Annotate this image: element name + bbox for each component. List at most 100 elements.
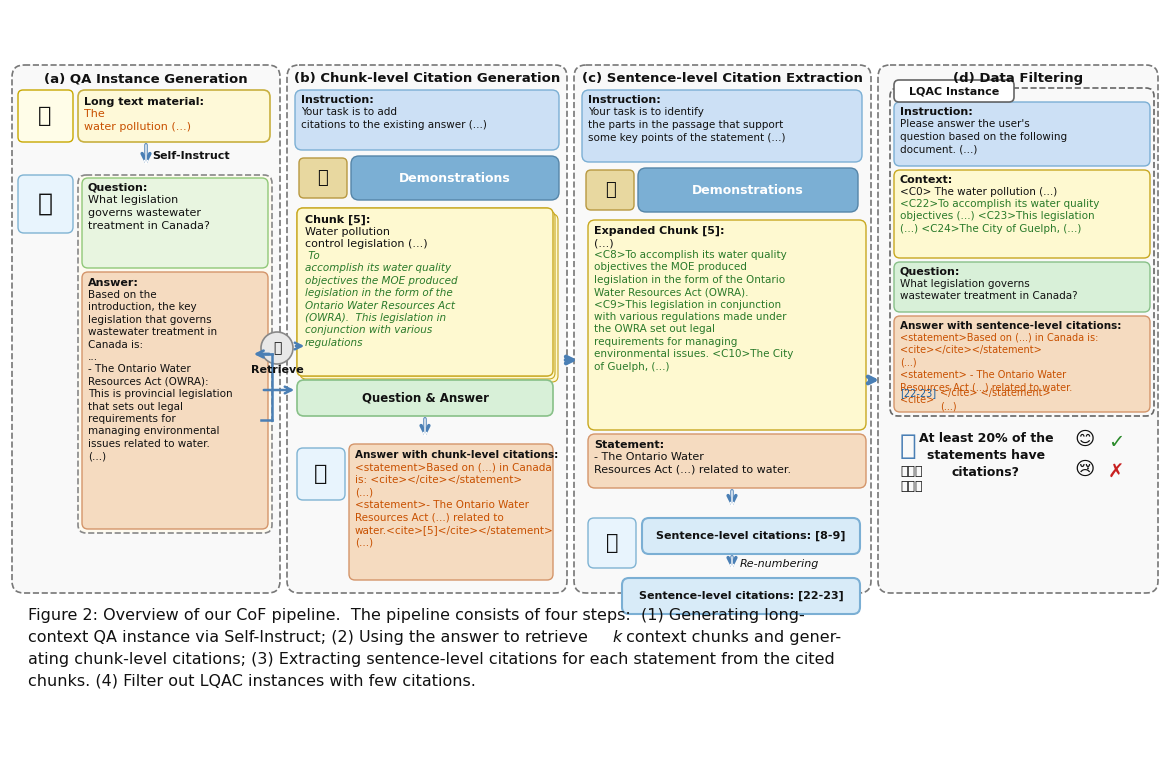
FancyBboxPatch shape	[574, 65, 870, 593]
Text: 😊: 😊	[1074, 430, 1094, 449]
Text: Please answer the user's
question based on the following
document. (...): Please answer the user's question based …	[900, 119, 1067, 155]
FancyBboxPatch shape	[300, 211, 555, 379]
Text: To
accomplish its water quality
objectives the MOE produced
legislation in the f: To accomplish its water quality objectiv…	[305, 251, 457, 347]
FancyBboxPatch shape	[894, 262, 1150, 312]
Text: Instruction:: Instruction:	[301, 95, 373, 105]
FancyBboxPatch shape	[589, 518, 636, 568]
Text: chunks. (4) Filter out LQAC instances with few citations.: chunks. (4) Filter out LQAC instances wi…	[28, 674, 476, 689]
Text: Expanded Chunk [5]:: Expanded Chunk [5]:	[594, 226, 724, 236]
Text: Context:: Context:	[900, 175, 954, 185]
FancyBboxPatch shape	[297, 380, 553, 416]
Text: (c) Sentence-level Citation Extraction: (c) Sentence-level Citation Extraction	[581, 72, 863, 85]
FancyBboxPatch shape	[349, 444, 553, 580]
Text: (b) Chunk-level Citation Generation: (b) Chunk-level Citation Generation	[294, 72, 560, 85]
Text: 🤖: 🤖	[37, 192, 53, 216]
Text: The
water pollution (...): The water pollution (...)	[84, 109, 191, 132]
Text: Instruction:: Instruction:	[589, 95, 661, 105]
Text: Self-Instruct: Self-Instruct	[152, 151, 229, 161]
Text: Instruction:: Instruction:	[900, 107, 972, 117]
Text: Your task is to add
citations to the existing answer (...): Your task is to add citations to the exi…	[301, 107, 487, 130]
Text: [22-23]: [22-23]	[900, 388, 936, 398]
FancyBboxPatch shape	[18, 90, 73, 142]
FancyBboxPatch shape	[78, 175, 271, 533]
FancyBboxPatch shape	[82, 178, 268, 268]
Text: Water pollution
control legislation (...): Water pollution control legislation (...…	[305, 227, 427, 249]
Text: context chunks and gener-: context chunks and gener-	[621, 630, 841, 645]
FancyBboxPatch shape	[351, 156, 559, 200]
Text: ating chunk-level citations; (3) Extracting sentence-level citations for each st: ating chunk-level citations; (3) Extract…	[28, 652, 834, 667]
Text: context QA instance via Self-Instruct; (2) Using the answer to retrieve: context QA instance via Self-Instruct; (…	[28, 630, 593, 645]
FancyBboxPatch shape	[300, 158, 347, 198]
FancyBboxPatch shape	[82, 272, 268, 529]
FancyBboxPatch shape	[642, 518, 860, 554]
Text: What legislation
governs wastewater
treatment in Canada?: What legislation governs wastewater trea…	[88, 195, 209, 231]
Text: (a) QA Instance Generation: (a) QA Instance Generation	[44, 72, 248, 85]
Text: Sentence-level citations: [22-23]: Sentence-level citations: [22-23]	[639, 591, 844, 601]
Text: Demonstrations: Demonstrations	[693, 184, 804, 197]
FancyBboxPatch shape	[890, 88, 1154, 416]
FancyBboxPatch shape	[894, 170, 1150, 258]
Text: Retrieve: Retrieve	[250, 365, 303, 375]
Text: Figure 2: Overview of our CoF pipeline.  The pipeline consists of four steps:  (: Figure 2: Overview of our CoF pipeline. …	[28, 608, 805, 623]
Text: Your task is to identify
the parts in the passage that support
some key points o: Your task is to identify the parts in th…	[589, 107, 785, 142]
Text: Demonstrations: Demonstrations	[399, 171, 511, 184]
FancyBboxPatch shape	[297, 448, 345, 500]
Text: <C0> The water pollution (...): <C0> The water pollution (...)	[900, 187, 1058, 197]
FancyBboxPatch shape	[18, 175, 73, 233]
Text: Answer with chunk-level citations:: Answer with chunk-level citations:	[355, 450, 558, 460]
Circle shape	[261, 332, 292, 364]
Text: 📋: 📋	[605, 181, 615, 199]
Text: Statement:: Statement:	[594, 440, 665, 450]
Text: ✓: ✓	[1108, 433, 1124, 452]
Text: <C22>To accomplish its water quality
objectives (...) <C23>This legislation
(...: <C22>To accomplish its water quality obj…	[900, 199, 1100, 234]
Text: </cite> </statement>
(...): </cite> </statement> (...)	[940, 388, 1051, 411]
FancyBboxPatch shape	[878, 65, 1158, 593]
Text: At least 20% of the
statements have
citations?: At least 20% of the statements have cita…	[918, 432, 1053, 479]
Text: - The Ontario Water
Resources Act (...) related to water.: - The Ontario Water Resources Act (...) …	[594, 452, 791, 475]
Text: Sentence-level citations: [8-9]: Sentence-level citations: [8-9]	[656, 531, 846, 541]
Text: 🟡🟢🔵: 🟡🟢🔵	[900, 465, 922, 478]
FancyBboxPatch shape	[581, 90, 862, 162]
Text: 🔍: 🔍	[273, 341, 281, 355]
FancyBboxPatch shape	[12, 65, 280, 593]
Text: Question:: Question:	[88, 183, 149, 193]
Text: 🤖: 🤖	[315, 464, 328, 484]
FancyBboxPatch shape	[894, 316, 1150, 412]
Text: k: k	[612, 630, 621, 645]
FancyBboxPatch shape	[894, 102, 1150, 166]
Text: 📰: 📰	[39, 106, 51, 126]
Text: <C8>To accomplish its water quality
objectives the MOE produced
legislation in t: <C8>To accomplish its water quality obje…	[594, 250, 793, 372]
FancyBboxPatch shape	[295, 90, 559, 150]
Text: 🔽: 🔽	[900, 432, 916, 460]
Text: <statement>Based on (...) in Canada is:
<cite></cite></statement>
(...)
<stateme: <statement>Based on (...) in Canada is: …	[900, 333, 1099, 405]
FancyBboxPatch shape	[297, 208, 552, 376]
FancyBboxPatch shape	[297, 208, 553, 376]
Text: Answer:: Answer:	[88, 278, 139, 288]
Text: 🤖: 🤖	[606, 533, 618, 553]
FancyBboxPatch shape	[586, 170, 634, 210]
Text: 📋: 📋	[317, 169, 329, 187]
FancyBboxPatch shape	[894, 80, 1014, 102]
Text: What legislation governs
wastewater treatment in Canada?: What legislation governs wastewater trea…	[900, 279, 1078, 302]
FancyBboxPatch shape	[78, 90, 270, 142]
FancyBboxPatch shape	[589, 220, 866, 430]
FancyBboxPatch shape	[589, 434, 866, 488]
Text: Long text material:: Long text material:	[84, 97, 204, 107]
Text: Chunk [5]:: Chunk [5]:	[305, 215, 371, 226]
Text: Re-numbering: Re-numbering	[739, 559, 819, 569]
Text: Based on the
introduction, the key
legislation that governs
wastewater treatment: Based on the introduction, the key legis…	[88, 290, 233, 461]
FancyBboxPatch shape	[622, 578, 860, 614]
Text: Question:: Question:	[900, 267, 961, 277]
Text: ✗: ✗	[1108, 463, 1124, 482]
Text: 🔵🟢🔵: 🔵🟢🔵	[900, 480, 922, 493]
Text: Question & Answer: Question & Answer	[362, 392, 489, 405]
Text: LQAC Instance: LQAC Instance	[909, 86, 999, 96]
FancyBboxPatch shape	[287, 65, 567, 593]
Text: (...): (...)	[594, 238, 617, 248]
Text: (d) Data Filtering: (d) Data Filtering	[952, 72, 1083, 85]
Text: <statement>Based on (...) in Canada
is: <cite></cite></statement>
(...)
<stateme: <statement>Based on (...) in Canada is: …	[355, 463, 553, 547]
Text: 😢: 😢	[1074, 460, 1094, 479]
FancyBboxPatch shape	[303, 214, 558, 382]
FancyBboxPatch shape	[638, 168, 858, 212]
Text: Answer with sentence-level citations:: Answer with sentence-level citations:	[900, 321, 1121, 331]
